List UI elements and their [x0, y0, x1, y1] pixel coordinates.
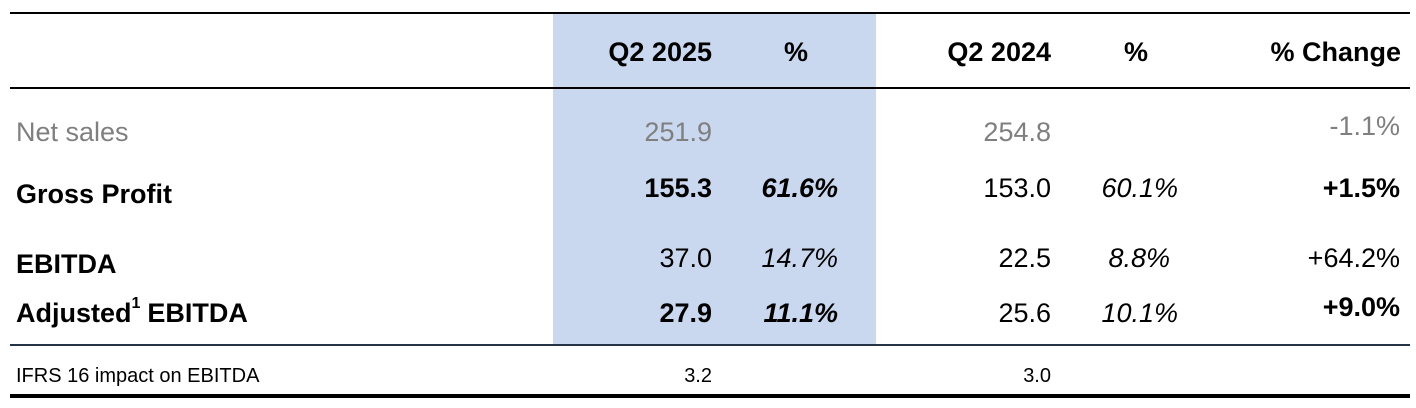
cell: 11.1% — [763, 298, 838, 328]
header-cell: % Change — [1270, 37, 1401, 67]
row-label: Adjusted1 EBITDA — [16, 293, 248, 333]
header-cell: % — [1123, 37, 1148, 67]
footnote-marker: 1 — [131, 295, 141, 312]
cell: 14.7% — [761, 243, 838, 273]
label-text: EBITDA — [147, 298, 248, 328]
cell: 153.0 — [983, 173, 1051, 203]
row-label: EBITDA — [16, 249, 117, 279]
cell: 251.9 — [644, 117, 712, 147]
cell: 10.1% — [1101, 298, 1178, 328]
top-rule — [10, 12, 1410, 14]
cell: 60.1% — [1101, 173, 1178, 203]
row-label: IFRS 16 impact on EBITDA — [16, 365, 260, 387]
cell: 8.8% — [1108, 243, 1170, 273]
row-label: Net sales — [16, 117, 129, 147]
divider-rule — [10, 344, 1410, 346]
cell: +1.5% — [1322, 173, 1400, 203]
cell: -1.1% — [1329, 111, 1400, 141]
cell: 3.0 — [1023, 365, 1051, 387]
cell: +64.2% — [1307, 243, 1400, 273]
header-rule — [10, 87, 1410, 89]
cell: 25.6 — [998, 298, 1051, 328]
highlight-column — [553, 14, 876, 345]
header-cell: Q2 2025 — [608, 37, 712, 67]
bottom-rule — [10, 394, 1410, 398]
cell: +9.0% — [1322, 292, 1400, 322]
cell: 27.9 — [659, 298, 712, 328]
label-text: Adjusted — [16, 298, 132, 328]
cell: 254.8 — [983, 117, 1051, 147]
cell: 22.5 — [998, 243, 1051, 273]
cell: 37.0 — [659, 243, 712, 273]
cell: 155.3 — [644, 173, 712, 203]
header-cell: Q2 2024 — [947, 37, 1051, 67]
row-label: Gross Profit — [16, 179, 173, 209]
cell: 61.6% — [761, 173, 838, 203]
cell: 3.2 — [684, 365, 712, 387]
header-cell: % — [783, 37, 808, 67]
